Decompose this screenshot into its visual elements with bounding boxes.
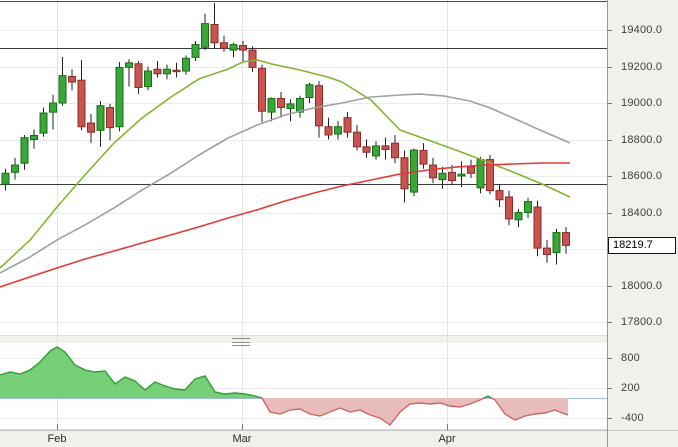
candle-down — [172, 69, 181, 73]
candle-up — [182, 57, 190, 72]
ma-medium-line — [0, 93, 571, 274]
oscillator-area-positive — [0, 347, 568, 398]
candle-up — [1, 172, 10, 185]
candle-down — [68, 76, 76, 83]
candle-up — [96, 105, 105, 131]
grip-line-icon — [232, 341, 250, 343]
candle-up — [39, 112, 48, 134]
candle-up — [191, 44, 200, 58]
candle-up — [144, 70, 152, 88]
panel-splitter-handle[interactable] — [232, 338, 250, 346]
candle-up — [20, 137, 29, 164]
candle-down — [562, 232, 570, 246]
candle-down — [419, 149, 428, 165]
price-axis-panel[interactable] — [608, 0, 678, 447]
candle-down — [429, 164, 437, 179]
ma-slow-line — [0, 162, 570, 288]
candle-down — [153, 68, 162, 75]
candle-down — [277, 97, 285, 109]
candle-down — [467, 166, 475, 174]
last-price-label: 18219.7 — [608, 237, 676, 254]
candle-down — [362, 146, 371, 153]
grip-line-icon — [232, 338, 250, 339]
candle-down — [486, 159, 494, 192]
candle-up — [524, 201, 532, 214]
candle-down — [543, 247, 551, 255]
candle-up — [163, 68, 171, 75]
candle-down — [343, 117, 352, 133]
candle-up — [49, 102, 57, 113]
candle-down — [533, 206, 542, 249]
ma-fast-line — [0, 59, 571, 269]
candle-up — [334, 126, 342, 135]
candle-up — [514, 212, 523, 221]
candle-down — [134, 63, 143, 88]
candle-up — [58, 75, 67, 104]
candle-down — [448, 171, 456, 182]
candle-down — [239, 45, 247, 51]
candle-down — [495, 190, 504, 201]
candle-up — [438, 172, 447, 181]
candle-down — [210, 24, 219, 44]
candle-down — [353, 131, 361, 148]
candle-down — [248, 49, 257, 68]
oscillator-area-negative — [0, 398, 568, 425]
candle-up — [267, 97, 276, 113]
candle-up — [552, 232, 561, 254]
candle-down — [505, 196, 513, 220]
candles — [1, 2, 570, 265]
candle-down — [391, 142, 399, 159]
candle-up — [11, 164, 19, 173]
candle-down — [220, 42, 228, 49]
candle-down — [258, 67, 266, 112]
grip-line-icon — [232, 345, 250, 346]
candle-up — [30, 134, 38, 141]
candle-down — [106, 107, 114, 129]
candle-up — [115, 66, 124, 128]
candle-up — [125, 62, 133, 68]
oscillator-line-positive — [0, 346, 493, 398]
candle-up — [305, 84, 314, 99]
oscillator-line-negative — [259, 398, 569, 426]
candle-up — [372, 145, 380, 157]
candle-up — [229, 44, 238, 51]
candle-down — [87, 122, 95, 133]
candle-down — [77, 79, 86, 128]
candle-down — [381, 145, 390, 151]
candle-up — [286, 103, 295, 109]
splitter-strip[interactable] — [0, 335, 607, 343]
candle-up — [201, 23, 209, 48]
candle-down — [324, 126, 333, 136]
candle-down — [315, 85, 323, 127]
candle-up — [476, 159, 485, 189]
candle-up — [457, 173, 466, 177]
time-axis-panel[interactable] — [0, 430, 678, 447]
last-price-value: 18219.7 — [613, 239, 653, 251]
